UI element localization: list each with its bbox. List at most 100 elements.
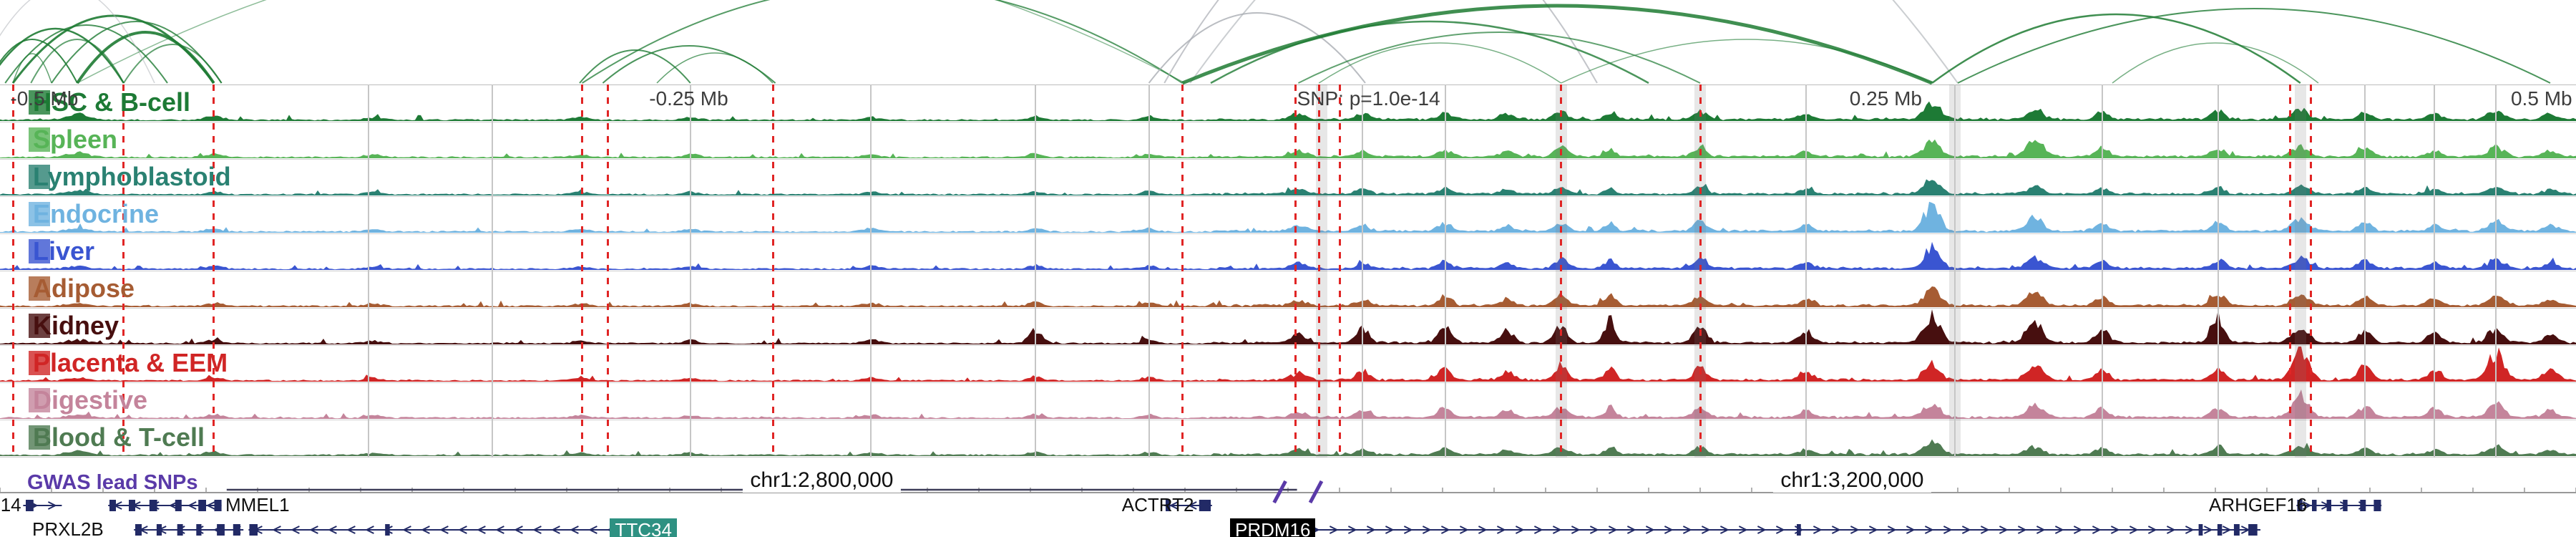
gene-label-ttc34[interactable]: TTC34 [610, 518, 677, 537]
gene-strand-arrow [421, 526, 430, 534]
track-signal [0, 101, 2576, 121]
gene-strand-arrow [2185, 526, 2195, 534]
track-color-chip [29, 239, 50, 263]
interaction-arc [582, 0, 1183, 84]
gene-strand-arrow [205, 501, 215, 510]
track-row-spleen[interactable]: Spleen [0, 122, 2576, 160]
track-label-digestive[interactable]: Digestive [29, 386, 147, 415]
interaction-arc [1210, 20, 1649, 84]
gene-strand-arrow [2129, 526, 2139, 534]
gene-exon [217, 524, 225, 536]
track-signal [0, 241, 2576, 270]
gwas-snp-marker[interactable] [1308, 480, 1324, 504]
gene-strand-arrow [1169, 501, 1179, 510]
gene-label-prdm16[interactable]: PRDM16 [1230, 518, 1316, 537]
gene-exon [2360, 500, 2366, 511]
gene-strand-arrow [1608, 526, 1618, 534]
bottom-panel: chr1:2,800,000 chr1:3,200,000 GWAS lead … [0, 458, 2576, 537]
interaction-arcs-track[interactable] [0, 0, 2576, 84]
gene-strand-arrow [1440, 526, 1450, 534]
gene-strand-arrow [532, 526, 542, 534]
gene-strand-arrow [1831, 526, 1841, 534]
track-label-kidney[interactable]: Kidney [29, 311, 119, 340]
scale-label-minus-half: -0.5 Mb [10, 87, 79, 110]
gene-exon [2217, 524, 2223, 536]
track-row-endocrine[interactable]: Endocrine [0, 197, 2576, 234]
track-row-hsc-b-cell[interactable]: HSC & B-cell [0, 85, 2576, 122]
gene-label-14[interactable]: 14 [0, 494, 21, 516]
track-row-placenta-eem[interactable]: Placenta & EEM [0, 346, 2576, 383]
gene-exon [2248, 524, 2258, 536]
gene-label-arhgef16[interactable]: ARHGEF16 [2209, 494, 2308, 516]
interaction-arc [12, 53, 52, 84]
gene-strand-arrow [2203, 526, 2213, 534]
gene-strand-arrow [588, 526, 597, 534]
gene-exon [26, 500, 34, 511]
gene-exon [2233, 524, 2240, 536]
gwas-snp-marker[interactable] [1272, 480, 1287, 504]
track-label-text: Endocrine [33, 199, 160, 228]
gene-strand-arrow [1515, 526, 1525, 534]
signal-path [0, 390, 2576, 419]
gene-strand-arrow [1701, 526, 1711, 534]
gene-strand-arrow [1385, 526, 1395, 534]
track-row-liver[interactable]: Liver [0, 234, 2576, 271]
track-label-spleen[interactable]: Spleen [29, 125, 117, 154]
interaction-arc [1561, 39, 1933, 84]
gene-strand-arrow [1403, 526, 1413, 534]
gene-strand-arrow [1887, 526, 1897, 534]
gene-label-prxl2b[interactable]: PRXL2B [32, 518, 104, 537]
track-row-digestive[interactable]: Digestive [0, 383, 2576, 420]
gene-strand-arrow [477, 526, 486, 534]
gene-label-mmel1[interactable]: MMEL1 [225, 494, 290, 516]
gwas-lead-snps-track-label[interactable]: GWAS lead SNPs [27, 471, 198, 494]
gene-exon [249, 524, 258, 536]
track-signal [0, 286, 2576, 307]
gene-strand-arrow [1906, 526, 1916, 534]
track-row-blood-t-cell[interactable]: Blood & T-cell [0, 420, 2576, 458]
gene-strand-arrow [2017, 526, 2027, 534]
interaction-arc [51, 21, 223, 84]
gene-strand-arrow [2147, 526, 2157, 534]
gene-strand-arrow [402, 526, 411, 534]
interaction-arc [1957, 8, 2551, 84]
gene-strand-arrow [1626, 526, 1636, 534]
gene-strand-arrow [1533, 526, 1543, 534]
signal-path [0, 241, 2576, 270]
track-label-hsc-b-cell[interactable]: HSC & B-cell [29, 88, 190, 117]
signal-path [0, 101, 2576, 121]
track-label-blood-t-cell[interactable]: Blood & T-cell [29, 423, 205, 452]
track-row-lymphoblastoid[interactable]: Lymphoblastoid [0, 160, 2576, 197]
interaction-arc [0, 0, 155, 84]
track-row-kidney[interactable]: Kidney [0, 309, 2576, 346]
gene-strand-arrow [2092, 526, 2102, 534]
gene-exon [2198, 524, 2203, 536]
gene-exon [233, 524, 240, 536]
track-color-chip [29, 425, 50, 450]
gene-label-actrt2[interactable]: ACTRT2 [1121, 494, 1194, 516]
track-signal [0, 201, 2576, 233]
gene-exon [385, 524, 390, 536]
track-color-chip [29, 90, 50, 115]
interaction-arc [2112, 42, 2319, 84]
track-label-placenta-eem[interactable]: Placenta & EEM [29, 349, 228, 377]
gene-strand-arrow [1719, 526, 1729, 534]
track-color-chip [29, 202, 50, 226]
gene-strand-arrow [1961, 526, 1971, 534]
gene-exon [149, 500, 157, 511]
gene-strand-arrow [1571, 526, 1581, 534]
interaction-arc [1297, 32, 1701, 84]
track-label-liver[interactable]: Liver [29, 237, 94, 266]
track-row-adipose[interactable]: Adipose [0, 271, 2576, 309]
track-label-lymphoblastoid[interactable]: Lymphoblastoid [29, 163, 231, 191]
track-label-text: Blood & T-cell [33, 422, 205, 452]
gene-exon [109, 500, 116, 511]
track-label-adipose[interactable]: Adipose [29, 274, 135, 303]
gene-strand-arrow [1187, 501, 1197, 510]
track-label-endocrine[interactable]: Endocrine [29, 200, 159, 228]
gene-strand-arrow [2166, 526, 2176, 534]
track-signal [0, 390, 2576, 419]
gene-strand-arrow [551, 526, 560, 534]
gene-strand-arrow [1459, 526, 1469, 534]
